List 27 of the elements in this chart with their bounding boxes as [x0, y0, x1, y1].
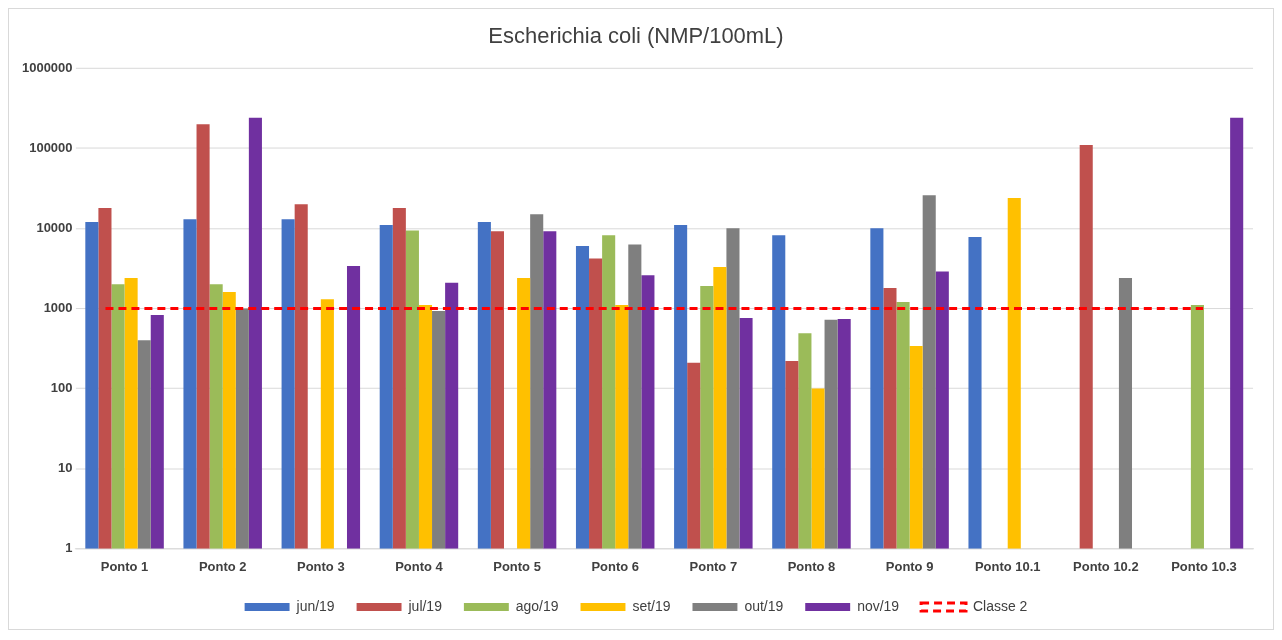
x-tick-label: Ponto 6 — [591, 558, 639, 574]
y-tick-label: 100000 — [29, 139, 73, 155]
x-tick-label: Ponto 9 — [885, 558, 934, 574]
x-tick-label: Ponto 5 — [493, 558, 541, 574]
legend-label: out/19 — [744, 597, 784, 614]
x-tick-label: Ponto 3 — [297, 558, 345, 574]
x-tick-label: Ponto 10.2 — [1073, 558, 1139, 574]
y-tick-label: 1 — [65, 540, 73, 556]
legend-label: ago/19 — [515, 597, 559, 614]
legend-label: set/19 — [632, 597, 671, 614]
chart-title: Escherichia coli (NMP/100mL) — [488, 23, 784, 49]
legend-label: Classe 2 — [973, 597, 1028, 614]
legend-label: jul/19 — [407, 597, 443, 614]
x-tick-label: Ponto 10.1 — [974, 558, 1041, 574]
x-tick-label: Ponto 10.3 — [1171, 558, 1237, 574]
y-tick-label: 100 — [50, 380, 73, 396]
x-tick-label: Ponto 7 — [689, 558, 738, 574]
y-tick-label: 1000 — [43, 300, 73, 315]
y-tick-label: 10 — [58, 460, 73, 476]
x-tick-label: Ponto 8 — [787, 558, 836, 574]
x-tick-label: Ponto 1 — [100, 558, 149, 574]
legend-label: jun/19 — [295, 597, 335, 614]
y-tick-label: 1000000 — [22, 59, 73, 75]
x-tick-label: Ponto 4 — [395, 558, 444, 574]
y-tick-label: 10000 — [36, 219, 73, 235]
legend-label: nov/19 — [857, 597, 900, 614]
x-tick-label: Ponto 2 — [198, 558, 247, 574]
